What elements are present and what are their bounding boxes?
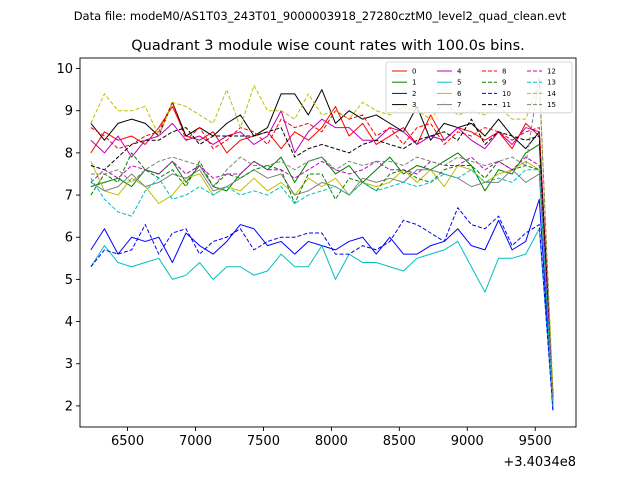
plot-area: 6500 7000 7500 8000 8500 9000 9500 2 3 4 5 6 7 8 9 10 0 1… (56, 57, 577, 449)
figure-suptitle: Data file: modeM0/AS1T03_243T01_90000039… (74, 9, 567, 23)
legend-label-9: 9 (502, 79, 506, 87)
y-tick-label-7: 7 (65, 189, 73, 204)
series-line-10 (90, 207, 554, 411)
legend-label-2: 2 (412, 90, 416, 98)
y-tick-label-8: 8 (65, 146, 73, 161)
legend-label-11: 11 (502, 101, 511, 109)
legend-label-7: 7 (457, 101, 461, 109)
legend-label-12: 12 (547, 68, 556, 76)
series-lines (90, 76, 554, 411)
y-tick-label-4: 4 (65, 315, 73, 330)
chart-title: Quadrant 3 module wise count rates with … (131, 38, 525, 54)
series-line-8 (90, 101, 554, 394)
series-line-11 (90, 118, 554, 394)
series-line-14 (90, 80, 554, 390)
series-line-7 (90, 169, 554, 402)
legend-label-14: 14 (547, 90, 556, 98)
legend-label-5: 5 (457, 79, 461, 87)
x-tick-label-9500: 9500 (519, 434, 552, 449)
x-tick-label-7000: 7000 (179, 434, 212, 449)
series-line-6 (90, 160, 554, 406)
legend-box (385, 61, 573, 114)
x-tick-label-6500: 6500 (111, 434, 144, 449)
y-tick-label-3: 3 (65, 357, 73, 372)
y-tick-label-10: 10 (56, 62, 73, 77)
series-line-9 (90, 152, 554, 406)
x-tick-label-8500: 8500 (383, 434, 416, 449)
y-tick-label-5: 5 (65, 273, 73, 288)
legend-label-3: 3 (412, 101, 416, 109)
legend-label-1: 1 (412, 79, 416, 87)
series-line-4 (90, 110, 554, 402)
axes-frame (79, 57, 577, 428)
legend-label-6: 6 (457, 90, 462, 98)
y-tick-label-6: 6 (65, 231, 73, 246)
y-tick-label-9: 9 (65, 104, 73, 119)
legend-label-0: 0 (412, 68, 416, 76)
series-line-5 (90, 228, 554, 406)
series-line-13 (90, 169, 554, 406)
x-axis-offset-label: +3.4034e8 (503, 455, 576, 470)
legend-label-13: 13 (547, 79, 556, 87)
legend-label-4: 4 (457, 68, 462, 76)
legend-label-10: 10 (502, 90, 511, 98)
y-tick-label-2: 2 (65, 399, 73, 414)
legend-label-15: 15 (547, 101, 556, 109)
x-tick-label-9000: 9000 (451, 434, 484, 449)
series-line-12 (90, 156, 554, 398)
series-line-15 (90, 76, 554, 402)
legend-label-8: 8 (502, 68, 506, 76)
x-tick-label-8000: 8000 (315, 434, 348, 449)
x-tick-label-7500: 7500 (247, 434, 280, 449)
